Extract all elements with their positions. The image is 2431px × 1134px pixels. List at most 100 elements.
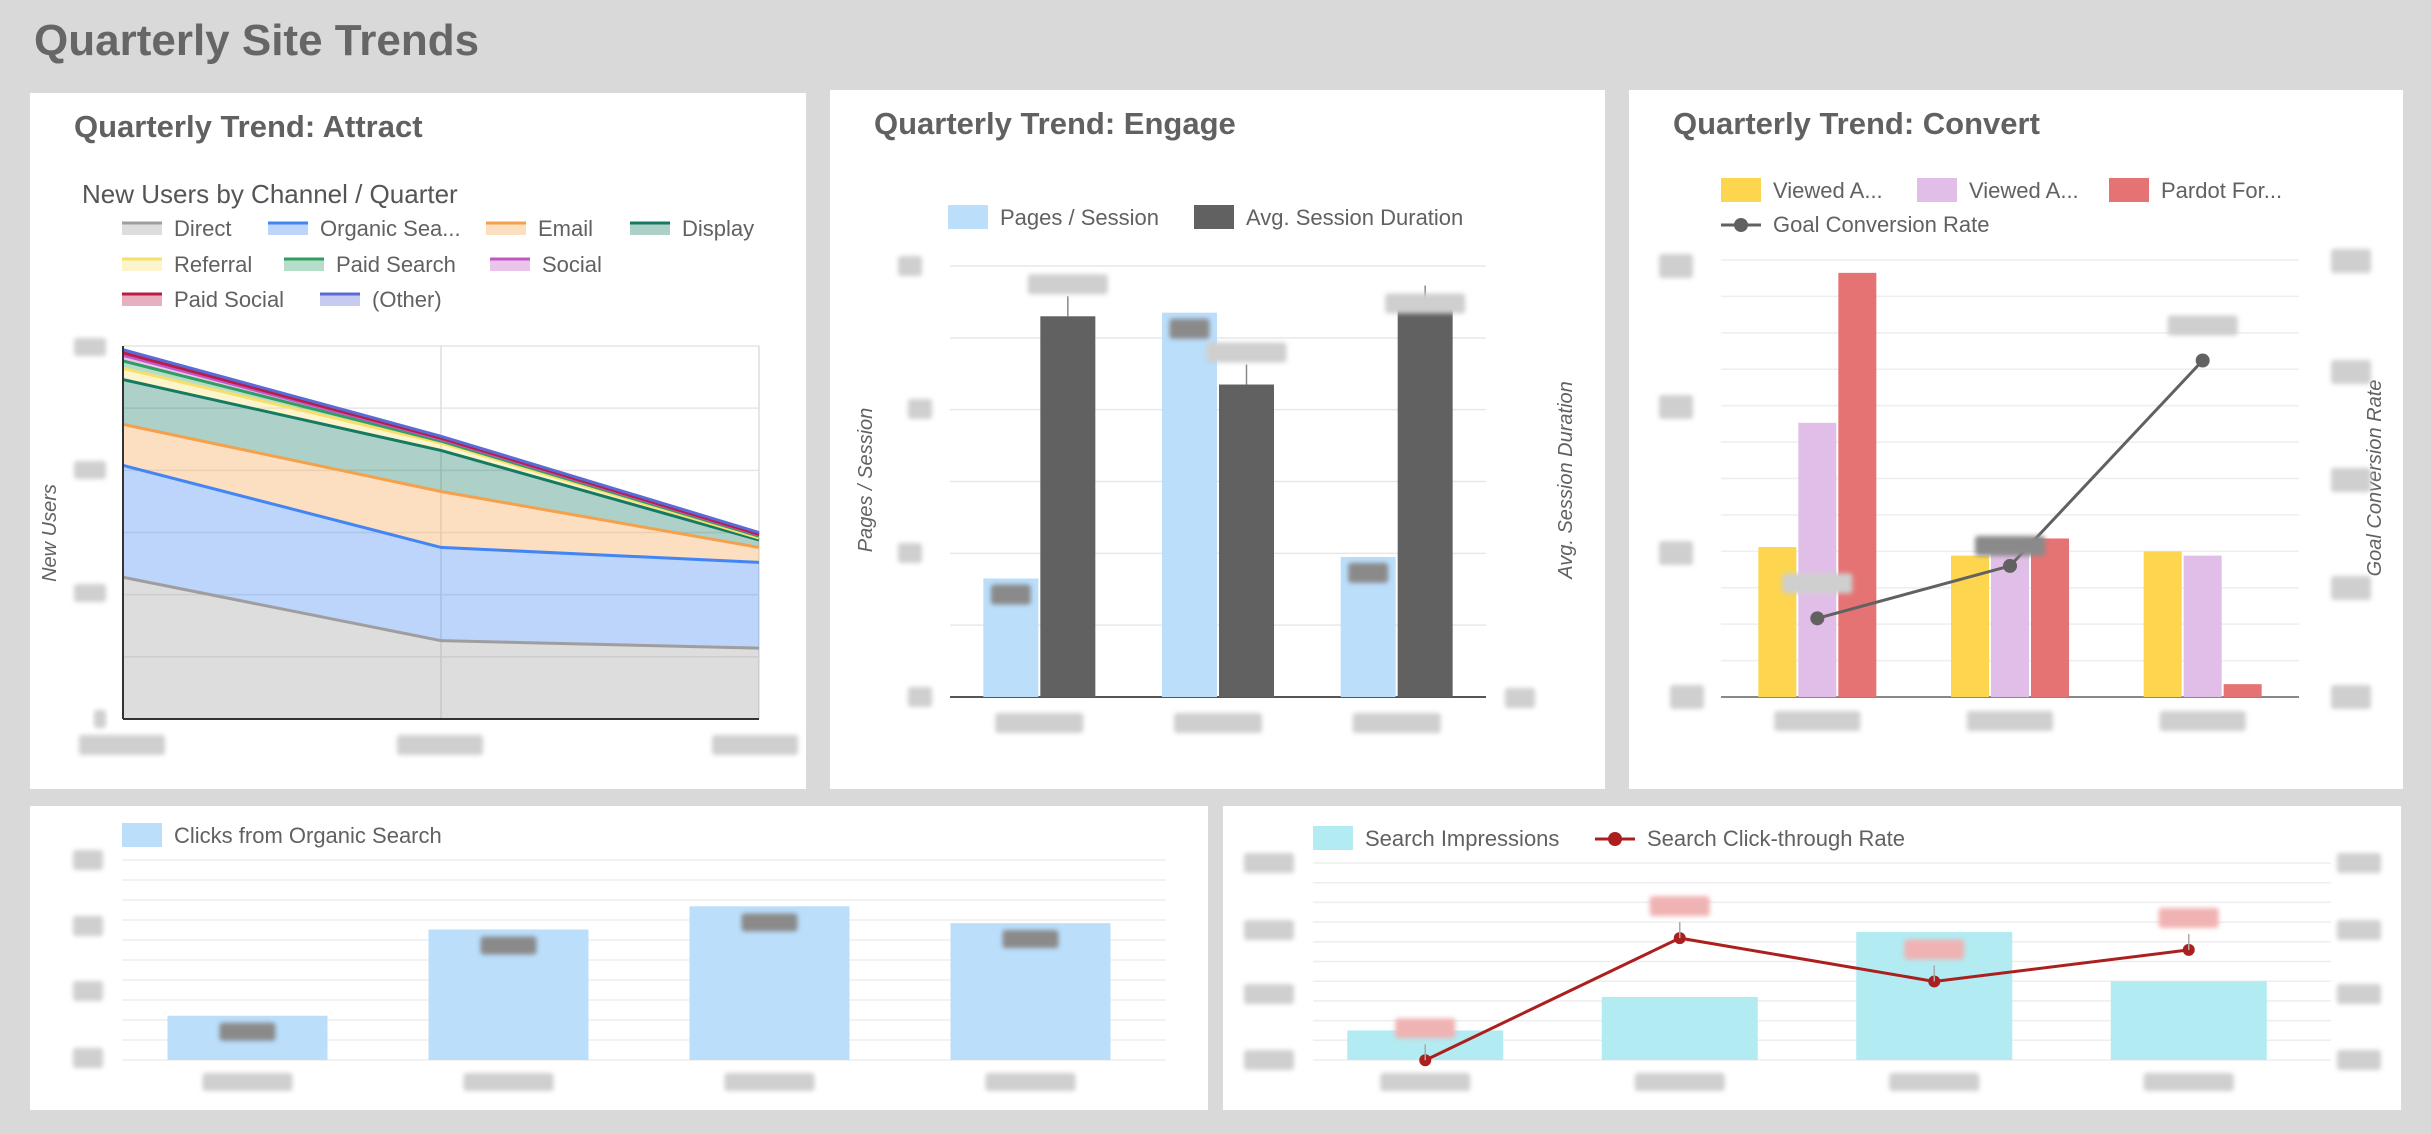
convert-legend-1-label: Viewed A... bbox=[1969, 178, 2079, 203]
clicks-x-tick bbox=[724, 1073, 815, 1091]
convert-bar bbox=[1991, 551, 2029, 697]
convert-data-label bbox=[2167, 315, 2238, 336]
engage-y2-axis-title: Avg. Session Duration bbox=[1555, 381, 1577, 580]
attract-legend-6-swatch-fill bbox=[490, 259, 530, 271]
attract-y-tick bbox=[74, 461, 106, 479]
ctr-line bbox=[1424, 936, 2189, 1062]
clicks-y-tick bbox=[73, 850, 103, 870]
convert-chart: Viewed A... Viewed A... Pardot For... Goal … bbox=[1659, 178, 2386, 731]
convert-y-tick bbox=[1659, 254, 1693, 278]
attract-legend-8-label: (Other) bbox=[372, 287, 442, 312]
attract-legend-4-swatch-fill bbox=[122, 259, 162, 271]
ctr-data-label bbox=[1904, 939, 1965, 960]
ctr-legend-swatch-dot bbox=[1608, 832, 1622, 846]
goal-rate-point bbox=[2003, 558, 2017, 573]
convert-legend-line-swatch-dot bbox=[1734, 218, 1748, 232]
attract-y-axis-title: New Users bbox=[39, 484, 61, 582]
attract-legend-8-swatch-fill bbox=[320, 294, 360, 306]
engage-y-axis-title: Pages / Session bbox=[855, 408, 877, 553]
convert-bar bbox=[2183, 555, 2222, 697]
ctr-data-label bbox=[1649, 896, 1710, 917]
engage-x-tick bbox=[995, 713, 1084, 733]
attract-x-tick bbox=[712, 735, 798, 755]
impressions-bar bbox=[2110, 981, 2267, 1060]
attract-legend-6-label: Social bbox=[542, 252, 602, 277]
convert-bar bbox=[1798, 422, 1837, 697]
area-line-0 bbox=[122, 575, 760, 650]
engage-y-tick bbox=[898, 543, 922, 563]
clicks-panel: Clicks from Organic Search bbox=[30, 806, 1208, 1110]
engage-legend-duration-label: Avg. Session Duration bbox=[1246, 205, 1463, 230]
ctr-y-tick bbox=[2337, 984, 2381, 1004]
attract-x-tick bbox=[397, 735, 483, 755]
convert-legend-2-label: Pardot For... bbox=[2161, 178, 2282, 203]
attract-panel: Quarterly Trend: Attract New Users by Ch… bbox=[30, 93, 806, 789]
convert-x-tick bbox=[1967, 711, 2053, 731]
attract-legend-3-label: Display bbox=[682, 216, 754, 241]
convert-bar bbox=[1758, 547, 1797, 697]
impressions-bar bbox=[1601, 996, 1758, 1060]
attract-y-tick bbox=[74, 338, 106, 356]
engage-y-tick bbox=[908, 687, 932, 707]
impressions-chart: Search Impressions Search Click-through R… bbox=[1244, 826, 2381, 1091]
clicks-data-label bbox=[480, 936, 537, 955]
engage-data-label bbox=[1169, 318, 1210, 339]
area-line-8 bbox=[122, 348, 760, 534]
attract-panel-title: Quarterly Trend: Attract bbox=[74, 109, 423, 144]
impressions-y-tick bbox=[1244, 1050, 1294, 1070]
convert-legend-1-swatch bbox=[1917, 178, 1957, 202]
convert-legend-2-swatch bbox=[2109, 178, 2149, 202]
area-line-1 bbox=[122, 463, 760, 564]
clicks-data-label bbox=[741, 913, 798, 932]
convert-bar bbox=[1838, 272, 1877, 697]
impressions-x-tick bbox=[2143, 1073, 2234, 1091]
convert-legend-line-label: Goal Conversion Rate bbox=[1773, 212, 1989, 237]
clicks-x-tick bbox=[463, 1073, 554, 1091]
area-3 bbox=[123, 379, 759, 548]
engage-bar bbox=[1397, 305, 1453, 697]
clicks-y-tick bbox=[73, 981, 103, 1001]
convert-legend-0-swatch bbox=[1721, 178, 1761, 202]
ctr-y-tick bbox=[2337, 853, 2381, 873]
engage-data-label bbox=[1348, 562, 1389, 583]
convert-x-tick bbox=[1774, 711, 1861, 731]
engage-panel: Quarterly Trend: Engage Pages / Session A… bbox=[830, 90, 1605, 789]
attract-legend-7-swatch-fill bbox=[122, 294, 162, 306]
attract-legend-0-label: Direct bbox=[174, 216, 231, 241]
area-4 bbox=[123, 368, 759, 540]
engage-bar bbox=[1162, 312, 1217, 697]
ctr-legend-label: Search Click-through Rate bbox=[1647, 826, 1905, 851]
clicks-chart: Clicks from Organic Search bbox=[73, 823, 1166, 1091]
convert-y2-tick bbox=[2331, 360, 2371, 384]
convert-y-tick bbox=[1659, 541, 1693, 565]
convert-bar bbox=[2031, 538, 2069, 697]
engage-bar bbox=[1040, 316, 1096, 697]
clicks-data-label bbox=[1002, 930, 1059, 949]
engage-x-tick bbox=[1352, 713, 1441, 733]
area-line-7 bbox=[122, 351, 760, 536]
area-line-2 bbox=[122, 422, 760, 549]
convert-y-tick bbox=[1670, 685, 1704, 709]
convert-y-tick bbox=[1659, 395, 1693, 419]
attract-legend-1-swatch-fill bbox=[268, 223, 308, 235]
area-line-4 bbox=[122, 366, 760, 540]
impressions-y-tick bbox=[1244, 984, 1294, 1004]
convert-y2-tick bbox=[2331, 249, 2371, 273]
impressions-panel: Search Impressions Search Click-through R… bbox=[1223, 806, 2401, 1110]
engage-x-tick bbox=[1174, 713, 1262, 733]
convert-x-tick bbox=[2159, 711, 2246, 731]
clicks-legend-label: Clicks from Organic Search bbox=[174, 823, 442, 848]
impressions-legend-label: Search Impressions bbox=[1365, 826, 1559, 851]
area-1 bbox=[123, 465, 759, 649]
engage-data-label bbox=[990, 584, 1031, 605]
convert-data-label bbox=[1782, 573, 1853, 594]
goal-rate-point bbox=[1810, 611, 1825, 626]
engage-chart: Pages / Session Avg. Session Duration Page… bbox=[855, 205, 1577, 733]
attract-chart: New Users by Channel / Quarter Direct Orga… bbox=[39, 179, 798, 755]
attract-legend-2-swatch-fill bbox=[486, 223, 526, 235]
engage-bar bbox=[1219, 384, 1274, 697]
impressions-legend-swatch bbox=[1313, 826, 1353, 850]
clicks-y-tick bbox=[73, 1048, 103, 1068]
convert-y2-tick bbox=[2331, 468, 2371, 492]
impressions-x-tick bbox=[1889, 1073, 1980, 1091]
